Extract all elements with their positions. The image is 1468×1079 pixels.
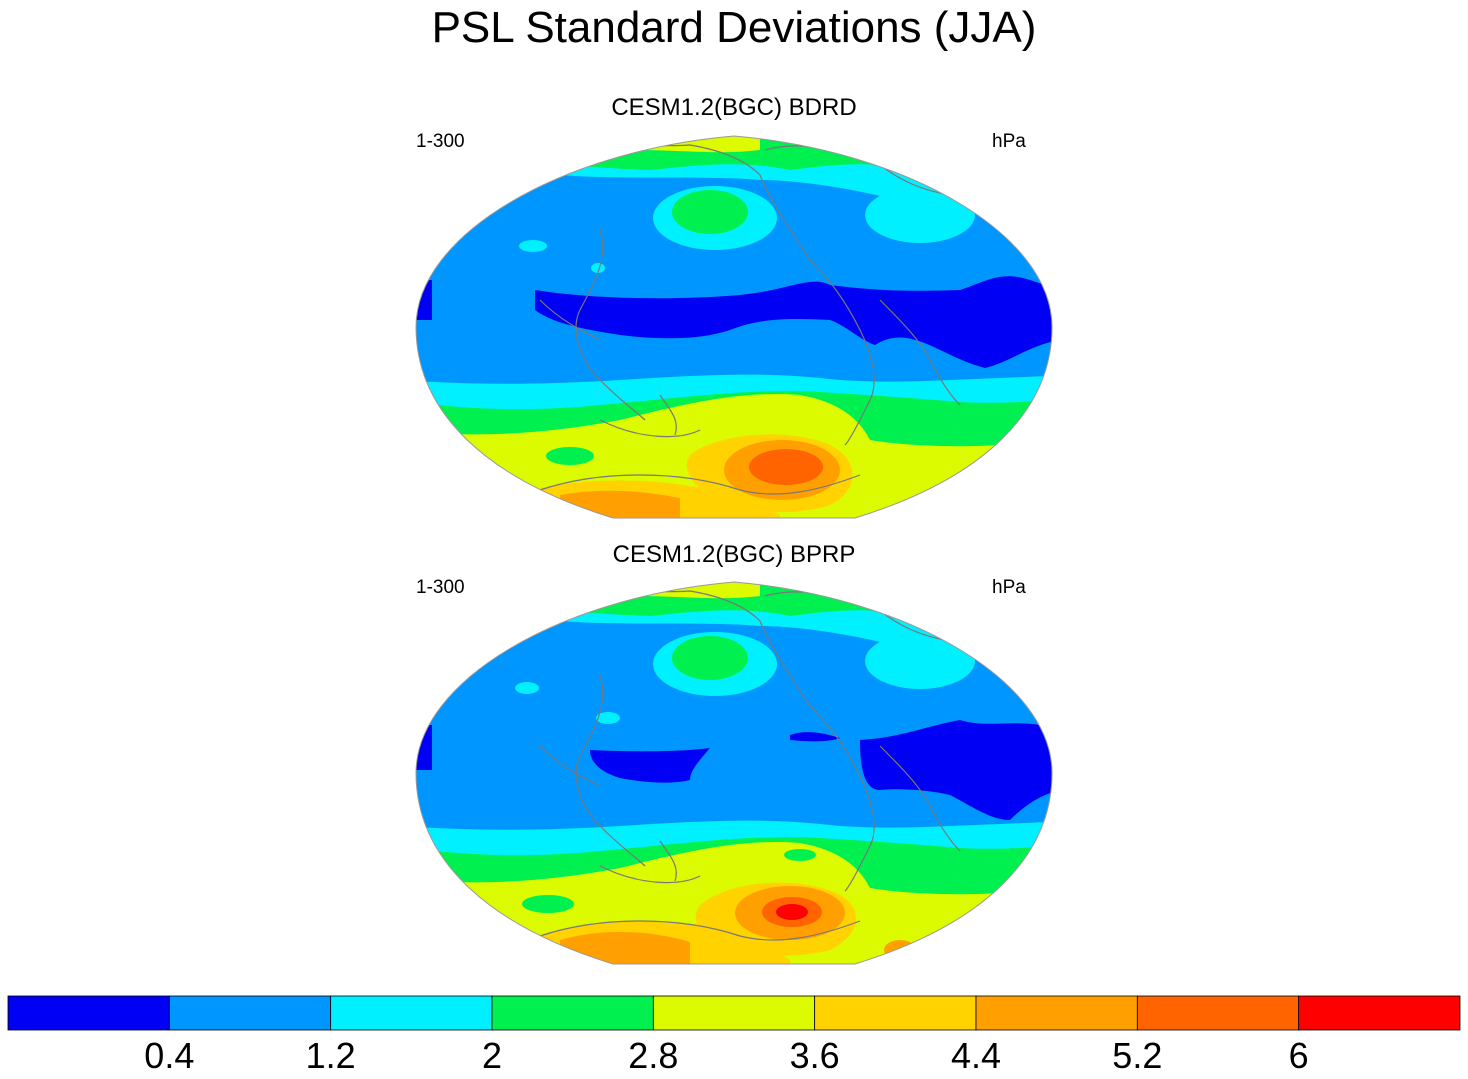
panel-2-units-label: hPa: [992, 577, 1026, 598]
colorbar-tick-label: 4.4: [950, 1035, 1002, 1076]
colorbar-box-1: [7, 995, 170, 1031]
panel-1-units-label: hPa: [992, 131, 1026, 152]
colorbar-tick-label: 5.2: [1112, 1035, 1163, 1076]
panel-1-map: [415, 135, 1053, 519]
colorbar-tick-label: 3.6: [789, 1035, 840, 1076]
colorbar-box-3: [330, 995, 493, 1031]
colorbar-box-7: [975, 995, 1138, 1031]
colorbar-tick-label: 0.4: [144, 1035, 195, 1076]
panel-1-left-label: 1-300: [416, 131, 465, 152]
colorbar-tick-label: 6: [1288, 1035, 1309, 1076]
main-title: PSL Standard Deviations (JJA): [431, 3, 1037, 52]
panel-2-left-label: 1-300: [416, 577, 465, 598]
colorbar-box-4: [491, 995, 654, 1031]
colorbar: [7, 995, 1461, 1031]
colorbar-tick-label: 2: [481, 1035, 503, 1076]
colorbar-box-2: [168, 995, 332, 1031]
colorbar-box-6: [814, 995, 977, 1031]
colorbar-box-8: [1136, 995, 1300, 1031]
colorbar-box-9: [1298, 995, 1461, 1031]
colorbar-tick-label: 1.2: [305, 1035, 356, 1076]
colorbar-tick-label: 2.8: [628, 1035, 679, 1076]
colorbar-box-5: [652, 995, 816, 1031]
panel-2-map: [415, 581, 1053, 965]
panel-2-title: CESM1.2(BGC) BPRP: [612, 541, 856, 568]
panel-1-title: CESM1.2(BGC) BDRD: [611, 94, 857, 121]
